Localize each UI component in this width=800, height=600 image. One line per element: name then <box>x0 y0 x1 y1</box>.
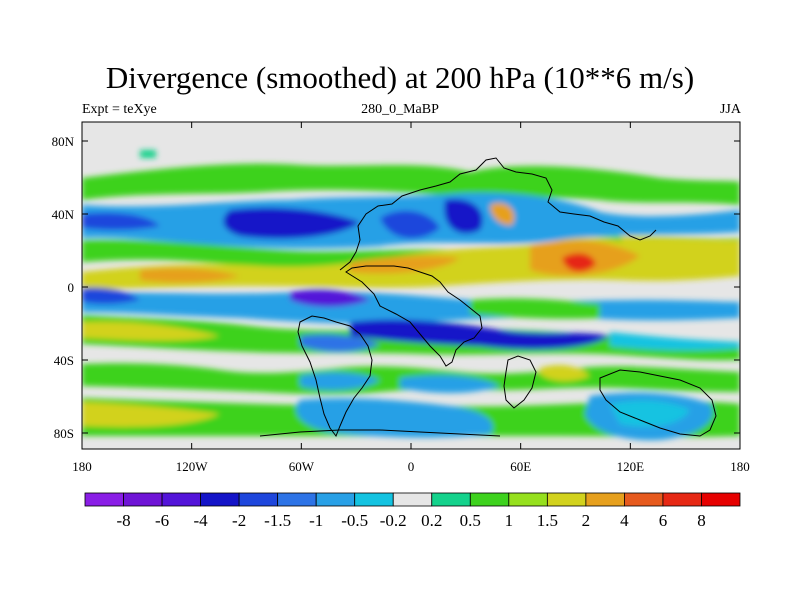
colorbar-swatch <box>392 492 433 507</box>
colorbar-label: 0.2 <box>421 511 442 530</box>
field-band <box>610 400 690 427</box>
field-band <box>82 402 220 427</box>
x-tick-label: 180 <box>730 459 750 474</box>
colorbar-label: 1 <box>505 511 514 530</box>
x-tick-label: 180 <box>72 459 92 474</box>
field-band <box>380 210 440 239</box>
field-band <box>140 268 240 283</box>
y-tick-label: 40N <box>52 207 75 222</box>
colorbar-swatch <box>315 492 356 507</box>
colorbar-swatch <box>277 492 317 507</box>
colorbar-swatch <box>585 492 625 507</box>
field-band <box>350 319 610 350</box>
polar-coastline <box>259 429 501 437</box>
colorbar-label: 1.5 <box>537 511 558 530</box>
colorbar: -8 -6 -4 -2 -1.5 -1 -0.5 -0.2 0.2 0.5 1 1.5 2 4 6 8 <box>84 492 741 530</box>
colorbar-swatch <box>200 492 240 507</box>
x-tick-label: 120E <box>617 459 645 474</box>
period-label: 280_0_MaBP <box>361 102 439 117</box>
y-tick-label: 0 <box>68 280 75 295</box>
field-band <box>444 199 483 234</box>
field-band <box>82 163 740 205</box>
x-tick-label: 60W <box>289 459 315 474</box>
colorbar-swatch <box>546 492 587 507</box>
western-coastline <box>297 315 373 438</box>
colorbar-swatch <box>662 492 702 507</box>
colorbar-label: -0.5 <box>341 511 368 530</box>
colorbar-swatch <box>624 492 664 507</box>
island-coastline <box>503 355 537 409</box>
field-band <box>490 202 515 226</box>
colorbar-swatch <box>701 492 741 507</box>
field-band <box>296 398 493 438</box>
x-axis: 180 120W 60W 0 60E 120E 180 <box>72 122 750 474</box>
colorbar-label: -4 <box>194 511 209 530</box>
colorbar-swatch <box>161 492 201 507</box>
field-band <box>540 365 590 382</box>
colorbar-label: -6 <box>155 511 169 530</box>
colorbar-label: 2 <box>582 511 591 530</box>
y-tick-label: 80N <box>52 134 75 149</box>
colorbar-label: -0.2 <box>380 511 407 530</box>
colorbar-swatch <box>238 492 279 507</box>
season-label: JJA <box>719 102 741 117</box>
field-band <box>82 321 220 341</box>
y-axis: 80N 40N 0 40S 80S <box>52 134 740 441</box>
southern-coastline <box>345 265 483 367</box>
field-band <box>82 212 160 230</box>
x-tick-label: 60E <box>510 459 531 474</box>
colorbar-label: 8 <box>697 511 706 530</box>
colorbar-label: 6 <box>659 511 668 530</box>
colorbar-label: -1 <box>309 511 323 530</box>
field-band <box>610 332 740 351</box>
experiment-label: Expt = teXye <box>82 102 157 117</box>
x-tick-label: 120W <box>176 459 209 474</box>
divergence-field <box>82 150 740 441</box>
coastlines <box>259 157 717 438</box>
colorbar-swatch <box>123 492 163 507</box>
field-band <box>300 372 380 390</box>
field-band <box>470 298 600 319</box>
field-band <box>400 375 500 393</box>
colorbar-swatch <box>469 492 510 507</box>
colorbar-swatch <box>508 492 548 507</box>
colorbar-label: 0.5 <box>460 511 481 530</box>
field-band <box>140 150 156 158</box>
colorbar-swatch <box>354 492 394 507</box>
field-band <box>290 289 370 307</box>
plot-title: Divergence (smoothed) at 200 hPa (10**6 … <box>105 60 695 95</box>
colorbar-swatch <box>431 492 471 507</box>
x-tick-label: 0 <box>408 459 415 474</box>
field-band <box>82 287 140 304</box>
field-band <box>223 207 360 239</box>
colorbar-label: -8 <box>116 511 130 530</box>
colorbar-label: -1.5 <box>264 511 291 530</box>
field-band <box>562 253 596 272</box>
eastern-coastline <box>599 369 717 437</box>
colorbar-label: 4 <box>620 511 629 530</box>
northern-coastline <box>339 157 657 271</box>
map-plot-area <box>82 122 740 449</box>
field-band <box>300 334 380 352</box>
field-band <box>350 255 460 274</box>
y-tick-label: 40S <box>54 353 74 368</box>
colorbar-swatch <box>84 492 124 507</box>
colorbar-label: -2 <box>232 511 246 530</box>
y-tick-label: 80S <box>54 426 74 441</box>
